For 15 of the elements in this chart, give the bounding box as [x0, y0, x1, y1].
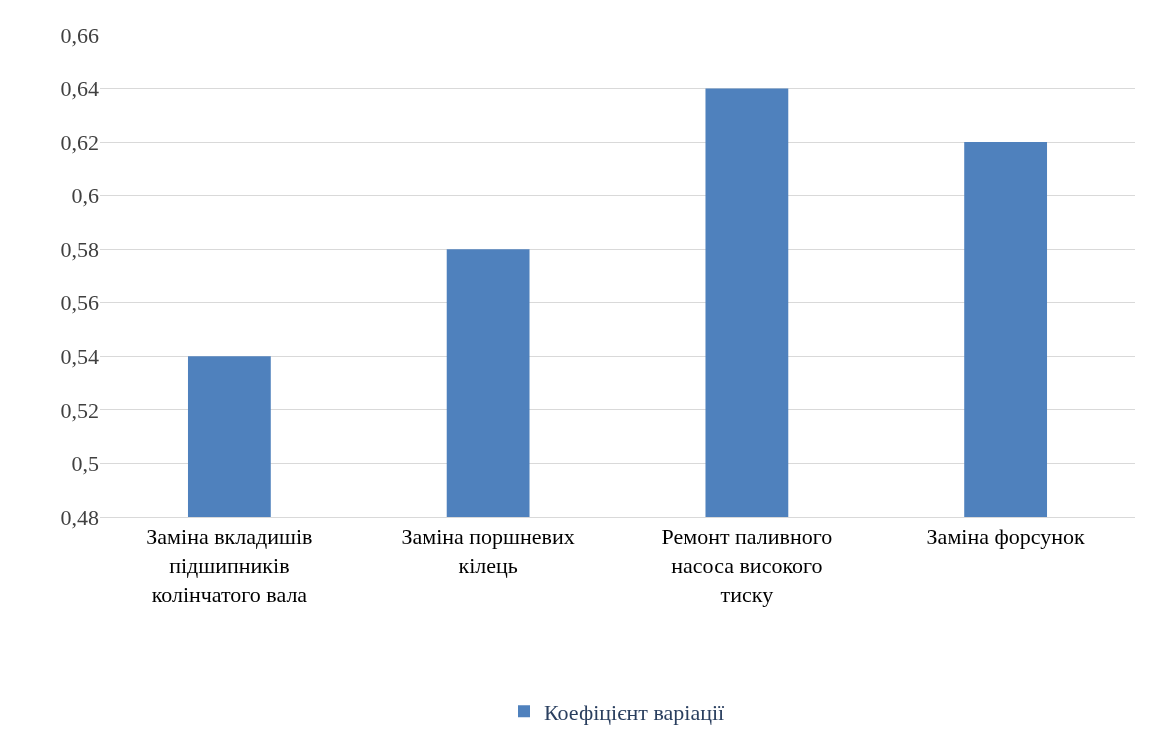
- x-tick-label: Заміна поршневих кілець: [401, 524, 575, 578]
- y-tick-label: 0,64: [60, 76, 99, 102]
- y-tick-label: 0,58: [60, 236, 99, 262]
- x-tick-label: Заміна вкладишів підшипників колінчатого вала: [146, 524, 313, 607]
- x-tick-label: Заміна форсунок: [926, 524, 1085, 550]
- legend-label: Коефіцієнт варіації: [544, 699, 726, 725]
- x-tick-label: Ремонт паливного насоса високого тиску: [661, 524, 833, 607]
- y-tick-label: 0,54: [60, 344, 99, 370]
- y-tick-label: 0,56: [60, 290, 99, 316]
- y-tick-label: 0,52: [60, 397, 99, 423]
- y-tick-label: 0,5: [71, 451, 99, 477]
- y-tick-label: 0,66: [60, 22, 99, 48]
- y-tick-label: 0,6: [71, 183, 99, 209]
- y-tick-label: 0,48: [60, 504, 99, 530]
- y-tick-label: 0,62: [60, 129, 99, 155]
